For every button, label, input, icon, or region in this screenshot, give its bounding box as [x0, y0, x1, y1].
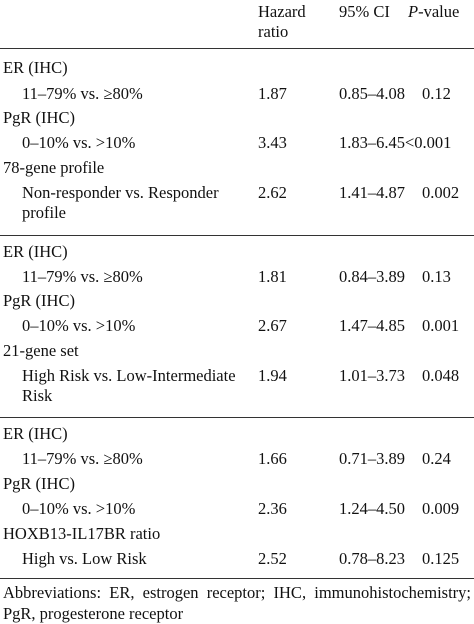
row-label-pgr-comparison: 0–10% vs. >10% — [22, 499, 136, 518]
cell-hazard-ratio: 1.81 — [258, 267, 287, 286]
row-label-hoxb13-il17br-ratio: HOXB13-IL17BR ratio — [3, 524, 161, 543]
row-label-responder-comparison-line2: profile — [22, 203, 66, 222]
header-rule — [0, 48, 474, 49]
row-label-pgr-ihc: PgR (IHC) — [3, 291, 75, 310]
row-label-er-comparison: 11–79% vs. ≥80% — [22, 84, 143, 103]
row-label-risk-comparison: High vs. Low Risk — [22, 549, 147, 568]
header-p-value: P-value — [408, 2, 460, 21]
row-label-er-comparison: 11–79% vs. ≥80% — [22, 449, 143, 468]
cell-p-value: 0.009 — [422, 499, 460, 518]
cell-ci: 1.01–3.73 — [339, 366, 405, 385]
cell-hazard-ratio: 1.66 — [258, 449, 287, 468]
row-label-risk-comparison-line1: High Risk vs. Low-Intermediate — [22, 366, 236, 385]
row-label-er-ihc: ER (IHC) — [3, 58, 68, 77]
row-label-pgr-comparison: 0–10% vs. >10% — [22, 133, 136, 152]
cell-ci: 0.85–4.08 — [339, 84, 405, 103]
row-label-pgr-comparison: 0–10% vs. >10% — [22, 316, 136, 335]
row-label-pgr-ihc: PgR (IHC) — [3, 474, 75, 493]
row-label-pgr-ihc: PgR (IHC) — [3, 108, 75, 127]
cell-ci: 0.71–3.89 — [339, 449, 405, 468]
cell-hazard-ratio: 2.52 — [258, 549, 287, 568]
cell-p-value: 0.12 — [422, 84, 451, 103]
table-bottom-rule — [0, 578, 474, 579]
row-label-risk-comparison-line2: Risk — [22, 386, 53, 405]
header-hazard-ratio-line2: ratio — [258, 22, 289, 41]
cell-hazard-ratio: 2.67 — [258, 316, 287, 335]
cell-hazard-ratio: 1.94 — [258, 366, 287, 385]
table-footnote: Abbreviations: ER, estrogen receptor; IH… — [3, 583, 471, 623]
cell-p-value: 0.13 — [422, 267, 451, 286]
cell-p-value: 0.048 — [422, 366, 460, 385]
cell-ci: 1.41–4.87 — [339, 183, 405, 202]
cell-p-value: 0.001 — [422, 316, 460, 335]
row-label-er-comparison: 11–79% vs. ≥80% — [22, 267, 143, 286]
row-label-responder-comparison-line1: Non-responder vs. Responder — [22, 183, 219, 202]
cell-p-value: 0.002 — [422, 183, 460, 202]
row-label-78-gene-profile: 78-gene profile — [3, 158, 105, 177]
cell-ci: 1.24–4.50 — [339, 499, 405, 518]
row-label-er-ihc: ER (IHC) — [3, 424, 68, 443]
cell-hazard-ratio: 1.87 — [258, 84, 287, 103]
cell-hazard-ratio: 2.36 — [258, 499, 287, 518]
cell-ci: 1.83–6.45 — [339, 133, 405, 152]
row-label-21-gene-set: 21-gene set — [3, 341, 79, 360]
section-rule — [0, 235, 474, 236]
cell-ci: 1.47–4.85 — [339, 316, 405, 335]
cell-hazard-ratio: 2.62 — [258, 183, 287, 202]
cell-p-value: 0.125 — [422, 549, 460, 568]
cell-ci: 0.78–8.23 — [339, 549, 405, 568]
header-ci: 95% CI — [339, 2, 390, 21]
cell-ci: 0.84–3.89 — [339, 267, 405, 286]
row-label-er-ihc: ER (IHC) — [3, 242, 68, 261]
cell-p-value: 0.24 — [422, 449, 451, 468]
cell-p-value: <0.001 — [405, 133, 452, 152]
cell-hazard-ratio: 3.43 — [258, 133, 287, 152]
header-hazard-ratio-line1: Hazard — [258, 2, 306, 21]
section-rule — [0, 417, 474, 418]
